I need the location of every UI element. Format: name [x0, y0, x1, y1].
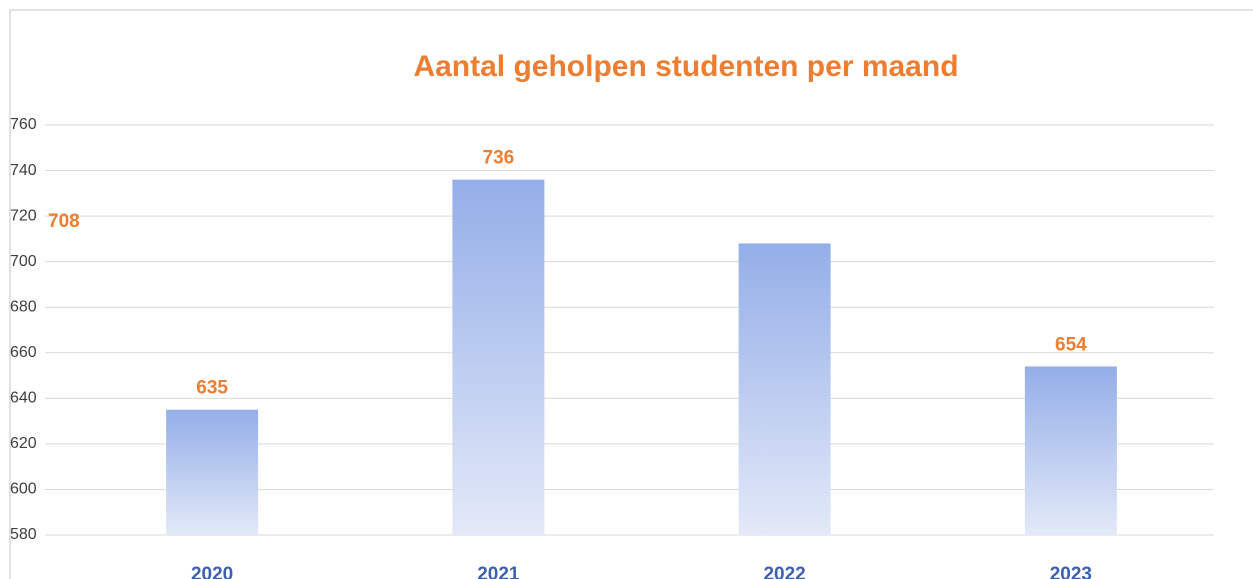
y-tick-label: 620 [10, 435, 37, 452]
y-tick-label: 600 [10, 481, 37, 498]
data-label: 654 [1055, 334, 1087, 355]
x-tick-label: 2022 [763, 564, 805, 579]
y-tick-label: 760 [10, 116, 37, 133]
data-label: 708 [48, 211, 80, 232]
bar [452, 179, 545, 535]
x-tick-label: 2023 [1050, 564, 1092, 579]
y-tick-label: 640 [10, 390, 37, 407]
y-tick-label: 680 [10, 298, 37, 315]
data-label: 736 [483, 148, 515, 169]
bar [738, 243, 831, 535]
x-tick-label: 2021 [477, 564, 520, 579]
y-tick-label: 720 [10, 207, 37, 224]
y-tick-label: 740 [10, 162, 37, 179]
bar [1024, 366, 1117, 535]
data-label: 635 [196, 378, 228, 399]
chart-title: Aantal geholpen studenten per maand [413, 50, 958, 83]
x-tick-label: 2020 [191, 564, 233, 579]
y-tick-label: 580 [10, 526, 37, 543]
chart-frame [9, 9, 1253, 579]
y-tick-label: 700 [10, 253, 37, 270]
y-tick-label: 660 [10, 344, 37, 361]
bar [166, 409, 259, 535]
